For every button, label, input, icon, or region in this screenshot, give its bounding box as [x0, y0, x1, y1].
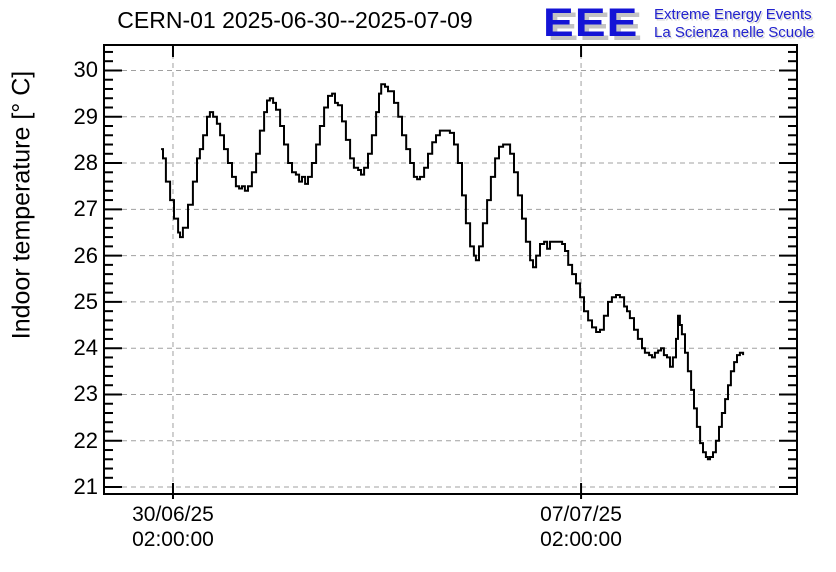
eee-logo-text: Extreme Energy Events La Scienza nelle S… [654, 3, 814, 42]
y-tick-label: 23 [73, 381, 98, 407]
y-tick-label: 27 [73, 196, 98, 222]
x-tick-label: 30/06/25 02:00:00 [88, 502, 258, 552]
y-tick-label: 30 [73, 57, 98, 83]
y-tick-label: 21 [73, 474, 98, 500]
x-tick-time: 02:00:00 [540, 528, 622, 551]
y-tick-label: 24 [73, 335, 98, 361]
x-tick-label: 07/07/25 02:00:00 [496, 502, 666, 552]
x-tick-date: 30/06/25 [132, 503, 214, 526]
eee-logo-line2: La Scienza nelle Scuole [654, 24, 815, 41]
eee-logo-line1: Extreme Energy Events [654, 6, 812, 23]
page-title: CERN-01 2025-06-30--2025-07-09 [117, 7, 473, 33]
eee-logo: EEE Extreme Energy Events La Scienza nel… [543, 3, 814, 43]
x-tick-date: 07/07/25 [540, 503, 622, 526]
temperature-series [161, 83, 745, 461]
y-tick-label: 26 [73, 242, 98, 268]
x-tick-time: 02:00:00 [132, 528, 214, 551]
y-tick-label: 28 [73, 150, 98, 176]
y-tick-label: 25 [73, 288, 98, 314]
eee-logo-acronym: EEE [543, 1, 639, 45]
y-tick-label: 29 [73, 103, 98, 129]
plot-frame [103, 44, 798, 495]
y-tick-label: 22 [73, 427, 98, 453]
